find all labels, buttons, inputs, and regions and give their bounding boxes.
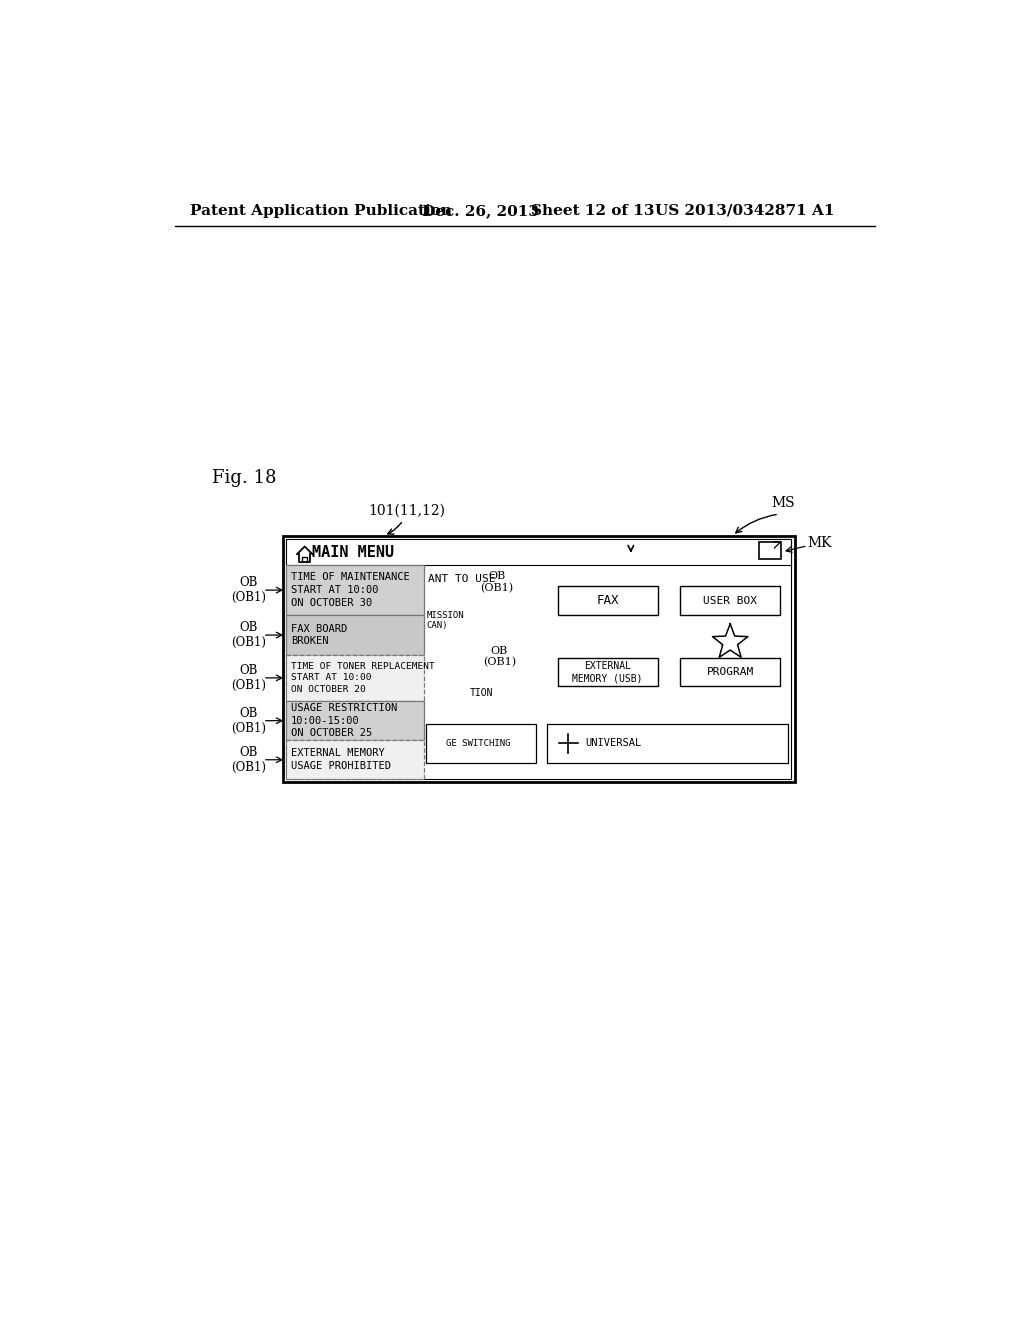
Bar — [470, 669, 498, 675]
Bar — [557, 657, 658, 686]
Text: USER BOX: USER BOX — [703, 595, 757, 606]
Text: 101(11,12): 101(11,12) — [369, 504, 445, 517]
Text: EXTERNAL
MEMORY (USB): EXTERNAL MEMORY (USB) — [572, 661, 643, 684]
Bar — [547, 723, 788, 763]
Text: MS: MS — [771, 496, 795, 511]
Bar — [286, 655, 424, 701]
Text: MISSION
CAN): MISSION CAN) — [426, 611, 464, 631]
Bar — [286, 741, 424, 779]
Text: FAX BOARD
BROKEN: FAX BOARD BROKEN — [291, 623, 347, 647]
Bar — [286, 539, 792, 565]
Text: TIME OF MAINTENANCE
START AT 10:00
ON OCTOBER 30: TIME OF MAINTENANCE START AT 10:00 ON OC… — [291, 573, 410, 609]
Text: UNIVERSAL: UNIVERSAL — [586, 738, 641, 748]
Text: Dec. 26, 2013: Dec. 26, 2013 — [423, 203, 540, 218]
Text: Sheet 12 of 13: Sheet 12 of 13 — [531, 203, 654, 218]
Bar — [429, 739, 441, 748]
Bar — [557, 586, 658, 615]
Text: PROGRAM: PROGRAM — [707, 667, 754, 677]
Text: TIME OF TONER REPLACEMENT
START AT 10:00
ON OCTOBER 20: TIME OF TONER REPLACEMENT START AT 10:00… — [291, 661, 434, 694]
Text: OB
(OB1): OB (OB1) — [231, 746, 266, 774]
Text: OB
(OB1): OB (OB1) — [231, 664, 266, 692]
Bar — [283, 536, 795, 781]
Text: FAX: FAX — [596, 594, 618, 607]
Bar — [465, 653, 503, 669]
Bar — [715, 566, 742, 583]
Text: Patent Application Publication: Patent Application Publication — [190, 203, 452, 218]
Text: MK: MK — [807, 536, 831, 550]
Bar — [481, 675, 499, 682]
Text: OB
(OB1): OB (OB1) — [231, 576, 266, 605]
Text: OB
(OB1): OB (OB1) — [480, 572, 513, 593]
Text: OB
(OB1): OB (OB1) — [231, 622, 266, 649]
Text: USAGE RESTRICTION
10:00-15:00
ON OCTOBER 25: USAGE RESTRICTION 10:00-15:00 ON OCTOBER… — [291, 702, 397, 738]
Text: US 2013/0342871 A1: US 2013/0342871 A1 — [655, 203, 835, 218]
Bar — [471, 566, 486, 573]
Bar — [680, 657, 780, 686]
Bar — [426, 723, 536, 763]
Bar — [286, 565, 424, 615]
Bar — [470, 572, 501, 579]
Text: GE SWITCHING: GE SWITCHING — [445, 739, 510, 748]
Text: TION: TION — [470, 688, 494, 698]
Bar — [286, 615, 424, 655]
Bar — [286, 701, 424, 741]
Bar — [759, 543, 780, 558]
Bar — [464, 578, 507, 599]
Text: Fig. 18: Fig. 18 — [212, 469, 276, 487]
Text: MAIN MENU: MAIN MENU — [312, 545, 394, 560]
Text: OB
(OB1): OB (OB1) — [482, 645, 516, 668]
Bar — [286, 539, 792, 779]
Text: ANT TO USE: ANT TO USE — [428, 574, 496, 583]
Text: EXTERNAL MEMORY
USAGE PROHIBITED: EXTERNAL MEMORY USAGE PROHIBITED — [291, 748, 391, 771]
Bar — [680, 586, 780, 615]
Text: OB
(OB1): OB (OB1) — [231, 706, 266, 735]
